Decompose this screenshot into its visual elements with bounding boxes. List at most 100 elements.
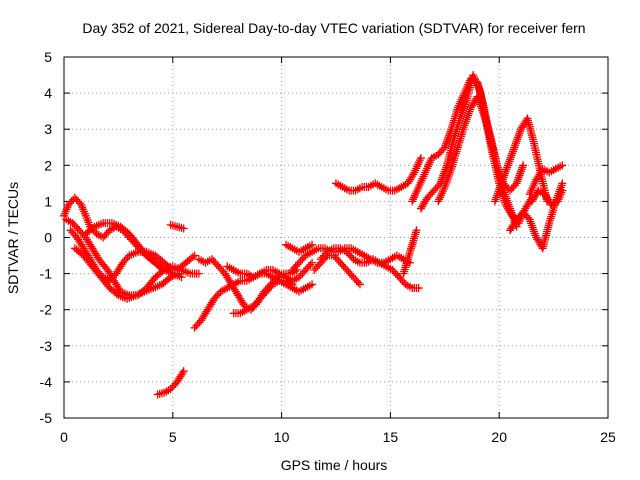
data-series bbox=[60, 71, 567, 399]
y-tick-label: 0 bbox=[44, 230, 52, 246]
data-point bbox=[506, 181, 519, 195]
data-point bbox=[262, 266, 275, 274]
data-point bbox=[151, 258, 167, 273]
data-point bbox=[440, 127, 455, 152]
data-point bbox=[449, 116, 464, 144]
y-tick-label: 3 bbox=[44, 121, 52, 137]
data-point bbox=[473, 92, 488, 117]
data-point bbox=[268, 266, 282, 277]
data-point bbox=[105, 271, 119, 285]
data-point bbox=[236, 306, 249, 318]
data-point bbox=[262, 282, 276, 296]
data-point bbox=[332, 179, 345, 190]
data-point bbox=[308, 280, 317, 289]
data-point bbox=[81, 224, 97, 238]
data-point bbox=[249, 296, 263, 311]
data-point bbox=[110, 276, 124, 294]
data-point bbox=[131, 288, 147, 300]
data-point bbox=[210, 289, 223, 303]
series-seg6 bbox=[153, 367, 188, 399]
data-point bbox=[112, 260, 126, 278]
data-point bbox=[506, 217, 520, 235]
data-point bbox=[353, 247, 367, 259]
data-point bbox=[282, 240, 295, 252]
data-point bbox=[443, 138, 457, 170]
data-point bbox=[177, 266, 192, 277]
data-point bbox=[116, 222, 132, 237]
data-point bbox=[288, 260, 302, 274]
data-point bbox=[140, 284, 155, 296]
data-point bbox=[347, 244, 360, 255]
series-seg22 bbox=[506, 179, 567, 253]
data-point bbox=[268, 278, 282, 289]
data-point bbox=[107, 219, 123, 230]
series-seg5 bbox=[81, 219, 186, 282]
series-seg21 bbox=[490, 114, 552, 206]
data-point bbox=[201, 256, 214, 267]
data-point bbox=[190, 318, 204, 332]
data-point bbox=[369, 255, 382, 266]
data-point bbox=[88, 244, 102, 262]
data-point bbox=[160, 386, 173, 397]
x-tick-label: 15 bbox=[383, 429, 399, 445]
series-seg7 bbox=[166, 220, 188, 233]
data-point bbox=[414, 284, 423, 293]
data-point bbox=[342, 266, 356, 280]
data-point bbox=[364, 180, 377, 191]
data-point bbox=[427, 151, 441, 163]
data-point bbox=[203, 296, 218, 314]
data-point bbox=[125, 229, 141, 247]
series-seg23 bbox=[525, 161, 567, 199]
data-point bbox=[538, 221, 553, 253]
series-seg4 bbox=[70, 244, 184, 303]
y-tick-label: 2 bbox=[44, 157, 52, 173]
data-point bbox=[499, 186, 514, 211]
data-point bbox=[236, 276, 249, 285]
data-point bbox=[288, 244, 301, 255]
y-tick-label: 5 bbox=[44, 49, 52, 65]
series-seg24 bbox=[527, 186, 567, 209]
data-point bbox=[386, 252, 399, 264]
data-point bbox=[194, 255, 208, 266]
data-point bbox=[384, 186, 397, 195]
data-point bbox=[116, 287, 132, 299]
data-point bbox=[395, 273, 408, 287]
data-point bbox=[408, 284, 421, 292]
data-point bbox=[88, 262, 104, 280]
data-point bbox=[523, 114, 538, 146]
data-point bbox=[519, 208, 532, 222]
data-point bbox=[360, 251, 373, 262]
data-point bbox=[179, 224, 188, 233]
data-point bbox=[114, 291, 129, 302]
data-point bbox=[408, 185, 422, 206]
data-point bbox=[234, 291, 248, 309]
data-point bbox=[255, 289, 269, 303]
data-point bbox=[355, 280, 364, 289]
data-point bbox=[414, 170, 429, 191]
x-tick-label: 25 bbox=[600, 429, 616, 445]
data-point bbox=[118, 253, 132, 267]
data-point bbox=[412, 226, 421, 235]
data-point bbox=[447, 105, 462, 134]
data-point bbox=[295, 267, 308, 282]
x-tick-label: 20 bbox=[491, 429, 507, 445]
data-point bbox=[490, 181, 505, 206]
data-point bbox=[255, 267, 269, 278]
data-point bbox=[512, 163, 527, 188]
data-point bbox=[301, 281, 314, 292]
data-point bbox=[160, 258, 176, 273]
data-point bbox=[480, 110, 494, 139]
data-point bbox=[60, 203, 72, 220]
data-point bbox=[342, 247, 356, 262]
y-tick-label: -4 bbox=[40, 374, 53, 390]
data-point bbox=[70, 193, 84, 208]
data-point bbox=[436, 163, 451, 188]
data-point bbox=[197, 307, 211, 325]
y-tick-label: -2 bbox=[40, 302, 53, 318]
series-seg15 bbox=[316, 244, 423, 293]
data-point bbox=[249, 270, 262, 282]
series-seg17 bbox=[399, 226, 421, 278]
data-point bbox=[221, 269, 235, 287]
data-point bbox=[497, 163, 512, 188]
data-point bbox=[214, 262, 228, 276]
